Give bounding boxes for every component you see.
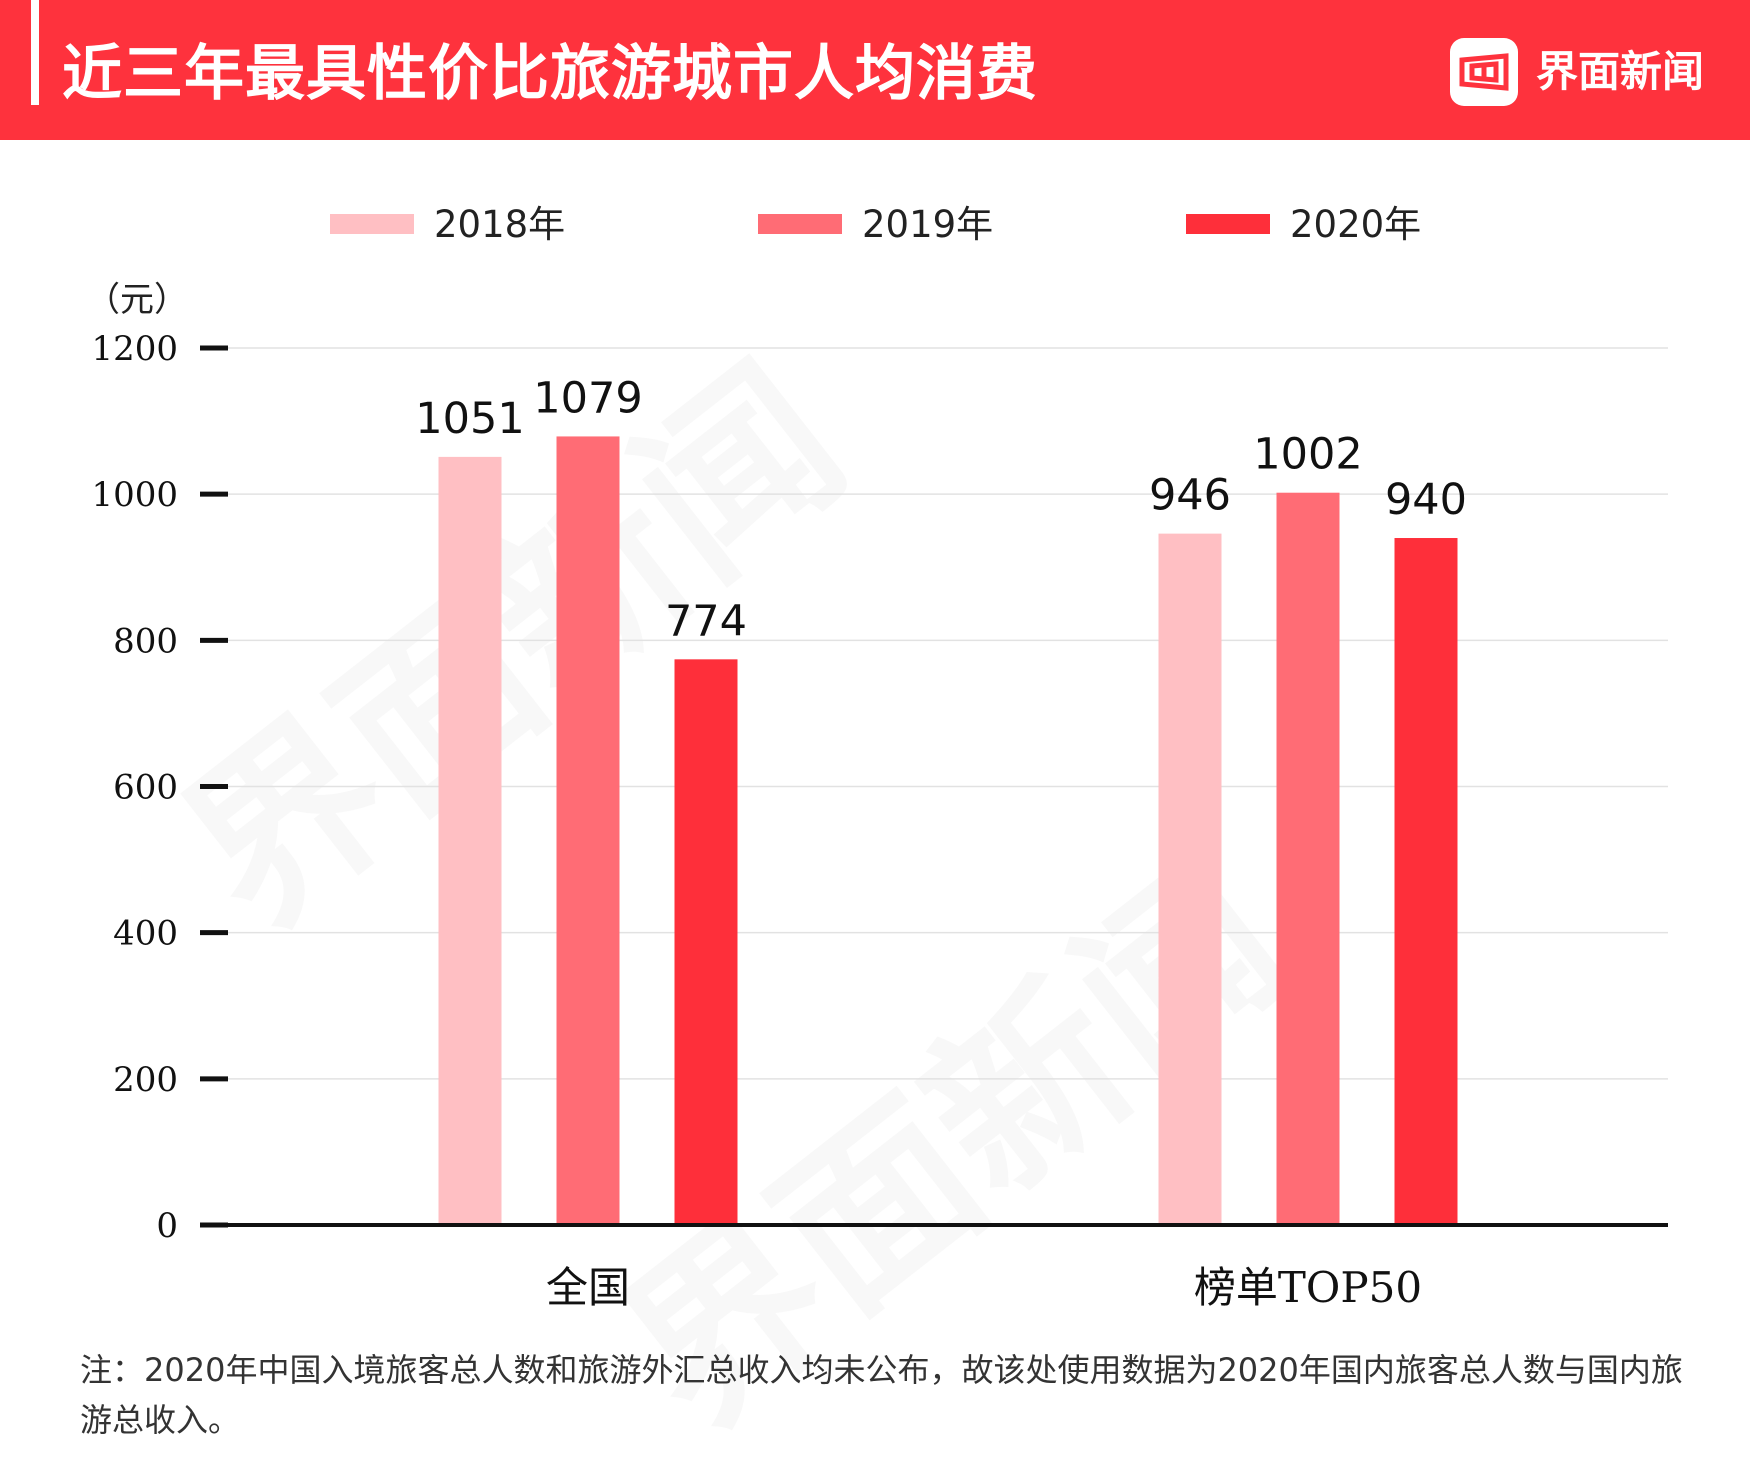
y-tick-label: 1200: [91, 329, 178, 369]
bar: [1276, 492, 1340, 1226]
bar-value-label: 1002: [1253, 430, 1362, 480]
bar: [438, 456, 502, 1225]
bar-chart: 0 200 400 600 800 1000 1200 1051 1079 774 全国 946 100…: [91, 329, 1668, 1312]
header-banner: 近三年最具性价比旅游城市人均消费 界面新闻: [0, 0, 1750, 140]
y-tick-label: 800: [113, 621, 178, 661]
legend-label: 2018年: [434, 203, 566, 246]
y-tick-label: 200: [113, 1060, 178, 1100]
bar: [1158, 533, 1222, 1225]
brand-name: 界面新闻: [1536, 47, 1705, 96]
bar-value-label: 940: [1385, 475, 1467, 525]
footnote: 注：2020年中国入境旅客总人数和旅游外汇总收入均未公布，故该处使用数据为202…: [80, 1351, 1683, 1439]
legend-label: 2020年: [1290, 203, 1422, 246]
bar-value-label: 1051: [415, 394, 524, 444]
bar: [1394, 538, 1458, 1225]
y-tick-label: 600: [113, 768, 178, 808]
chart-legend: 2018年 2019年 2020年: [0, 200, 1750, 260]
y-tick-label: 0: [156, 1206, 178, 1246]
header-accent-bar: [31, 0, 39, 105]
bar-value-label: 1079: [533, 373, 642, 423]
y-axis-unit-label: （元）: [86, 280, 188, 320]
legend-swatch: [1186, 214, 1270, 234]
legend-label: 2019年: [862, 203, 994, 246]
jiemian-logo-icon: [1450, 38, 1518, 106]
bar: [556, 436, 620, 1225]
bar: [674, 659, 738, 1225]
y-tick-label: 1000: [91, 475, 178, 515]
legend-swatch: [758, 214, 842, 234]
y-tick-label: 400: [113, 914, 178, 954]
bar-value-label: 946: [1149, 471, 1231, 521]
x-category-label: 榜单TOP50: [1194, 1263, 1422, 1312]
bar-value-label: 774: [665, 596, 747, 646]
legend-swatch: [330, 214, 414, 234]
brand-logo: 界面新闻: [1450, 38, 1720, 108]
x-category-label: 全国: [546, 1263, 630, 1312]
page-title: 近三年最具性价比旅游城市人均消费: [62, 39, 1038, 109]
